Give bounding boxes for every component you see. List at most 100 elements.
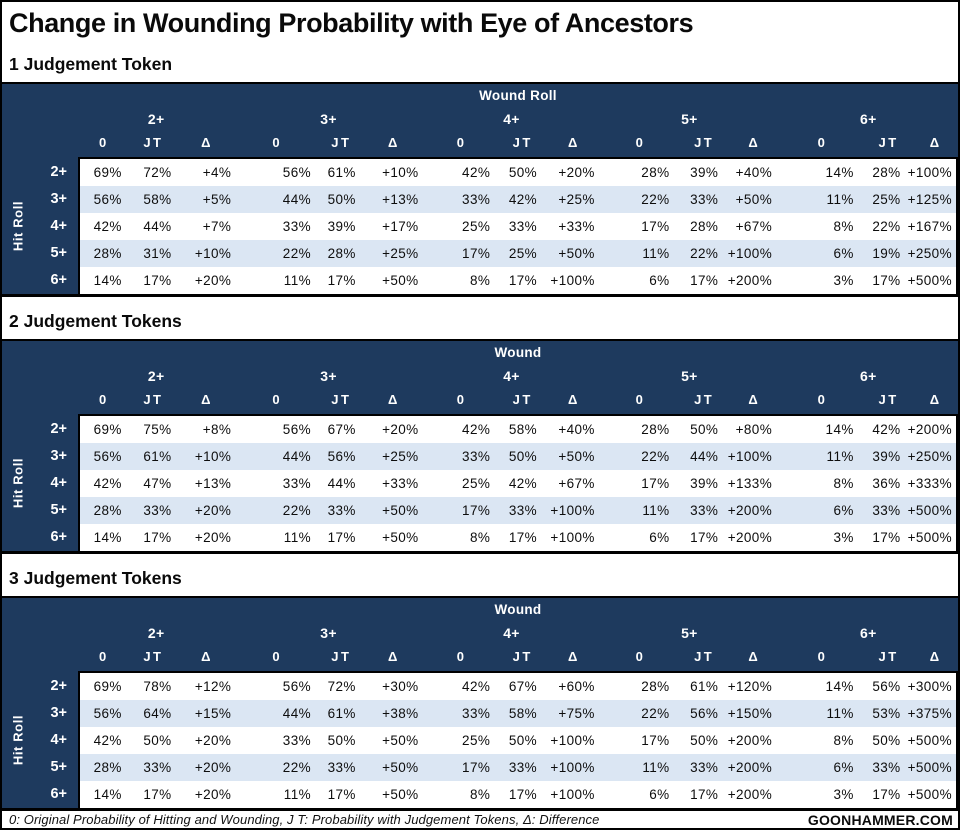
value-cell: +50% [735, 192, 773, 207]
value-cell: +100% [727, 449, 773, 464]
value-cell: +250% [907, 246, 952, 261]
value-cell: 14% [825, 679, 854, 694]
value-cell: 8% [469, 787, 491, 802]
sub-column-header-original: 0 [817, 392, 825, 407]
sub-column-header-original: 0 [817, 649, 825, 664]
value-cell: +250% [907, 449, 952, 464]
value-cell: +80% [735, 422, 773, 437]
value-cell: 33% [508, 760, 538, 775]
value-cell: 8% [469, 273, 491, 288]
value-cell: 11% [826, 192, 854, 207]
value-cell: 33% [690, 503, 719, 518]
value-cell: 11% [283, 530, 312, 545]
sub-column-header-jt: JT [512, 392, 533, 407]
sub-column-header-delta: Δ [201, 135, 211, 150]
value-cell: 56% [93, 706, 122, 721]
value-cell: 61% [327, 165, 356, 180]
value-cell: +500% [907, 787, 952, 802]
value-cell: 33% [327, 760, 356, 775]
value-cell: +12% [194, 679, 232, 694]
goonhammer-brand: GOONHAMMER.COM [807, 811, 953, 828]
value-cell: 50% [327, 192, 356, 207]
value-cell: 33% [690, 760, 719, 775]
table-row: 14% 17% +20% 11% 17% +50% 8% 17% +100% 6% 17% +200%… [80, 781, 956, 808]
table-row: 28% 31% +10% 22% 28% +25% 17% 25% +50% 11% 22% +100… [80, 240, 956, 267]
value-cell: 44% [143, 219, 172, 234]
sub-column-header-original: 0 [817, 135, 825, 150]
value-cell: 50% [508, 449, 538, 464]
sub-column-header-original: 0 [272, 135, 280, 150]
sub-column-header-delta: Δ [201, 392, 211, 407]
sub-column-header-jt: JT [143, 135, 164, 150]
value-cell: 3% [833, 273, 854, 288]
wound-group-header: 5+ [681, 368, 698, 384]
value-cell: 44% [282, 706, 312, 721]
value-cell: 14% [825, 165, 854, 180]
value-cell: 28% [93, 503, 122, 518]
sub-column-header-jt: JT [512, 649, 533, 664]
value-cell: 17% [872, 787, 901, 802]
value-cell: 6% [833, 246, 854, 261]
wound-group-header: 6+ [860, 625, 877, 641]
value-cell: +13% [382, 192, 419, 207]
data-grid: 69% 75% +8% 56% 67% +20% 42% 58% +40% 28% 50% +80% 1… [78, 414, 958, 551]
value-cell: 17% [143, 787, 172, 802]
value-cell: 8% [833, 733, 854, 748]
table-row: 56% 64% +15% 44% 61% +38% 33% 58% +75% 22% 56% +150… [80, 700, 956, 727]
value-cell: +67% [735, 219, 773, 234]
sub-column-header-jt: JT [512, 135, 533, 150]
value-cell: +500% [907, 530, 952, 545]
value-cell: 6% [649, 530, 670, 545]
value-cell: 33% [872, 760, 901, 775]
value-cell: 6% [833, 503, 854, 518]
sub-column-header-delta: Δ [748, 392, 758, 407]
value-cell: 33% [143, 503, 172, 518]
value-cell: 39% [690, 165, 719, 180]
value-cell: 42% [462, 165, 491, 180]
table-body: Hit Roll 2+ 3+ 4+ 5+ 6+ 69% 78% +12% 56% 72% +30%… [2, 671, 958, 811]
value-cell: 11% [642, 246, 670, 261]
wound-group-header: 3+ [320, 625, 337, 641]
section-title-2jt: 2 Judgement Tokens [9, 311, 182, 331]
sub-column-header-original: 0 [456, 392, 464, 407]
table-row: 28% 33% +20% 22% 33% +50% 17% 33% +100% 11% 33% +20… [80, 497, 956, 524]
value-cell: +30% [382, 679, 419, 694]
hit-roll-row-label: 5+ [50, 759, 67, 775]
legend-note: 0: Original Probability of Hitting and W… [9, 812, 600, 827]
sub-column-header-original: 0 [98, 135, 107, 150]
value-cell: +200% [727, 503, 773, 518]
value-cell: 3% [833, 530, 854, 545]
value-cell: 17% [690, 530, 719, 545]
value-cell: 25% [872, 192, 901, 207]
value-cell: 67% [508, 679, 538, 694]
wound-group-header: 3+ [320, 111, 337, 127]
value-cell: 25% [462, 733, 491, 748]
value-cell: 69% [93, 679, 122, 694]
hit-roll-row-label: 4+ [50, 218, 67, 234]
sub-column-header-delta: Δ [748, 135, 758, 150]
value-cell: 72% [143, 165, 172, 180]
value-cell: 28% [327, 246, 356, 261]
value-cell: 72% [327, 679, 356, 694]
hit-roll-row-label: 4+ [50, 475, 67, 491]
value-cell: +4% [202, 165, 232, 180]
probability-table-2-tokens: Wound 2+ 3+ 4+ 5+ 6+ 0 JT Δ 0 JT Δ 0 JT Δ 0 JT Δ 0 JT Δ Hi… [2, 339, 958, 554]
value-cell: 28% [641, 679, 670, 694]
value-cell: 28% [641, 422, 670, 437]
value-cell: 56% [282, 422, 312, 437]
hit-roll-row-label: 5+ [50, 502, 67, 518]
table-header: Wound Roll 2+ 3+ 4+ 5+ 6+ 0 JT Δ 0 JT Δ 0 JT Δ 0 JT Δ 0 J… [2, 82, 958, 157]
value-cell: 33% [282, 219, 312, 234]
value-cell: 33% [462, 706, 491, 721]
wound-group-header: 6+ [860, 111, 877, 127]
sub-column-header-delta: Δ [929, 135, 940, 150]
value-cell: 22% [641, 706, 670, 721]
value-cell: +20% [194, 273, 232, 288]
value-cell: 6% [833, 760, 854, 775]
value-cell: +50% [382, 760, 419, 775]
value-cell: 17% [508, 530, 538, 545]
sub-column-header-original: 0 [98, 649, 107, 664]
value-cell: +100% [550, 760, 595, 775]
value-cell: 58% [143, 192, 172, 207]
sub-column-header-jt: JT [878, 392, 899, 407]
